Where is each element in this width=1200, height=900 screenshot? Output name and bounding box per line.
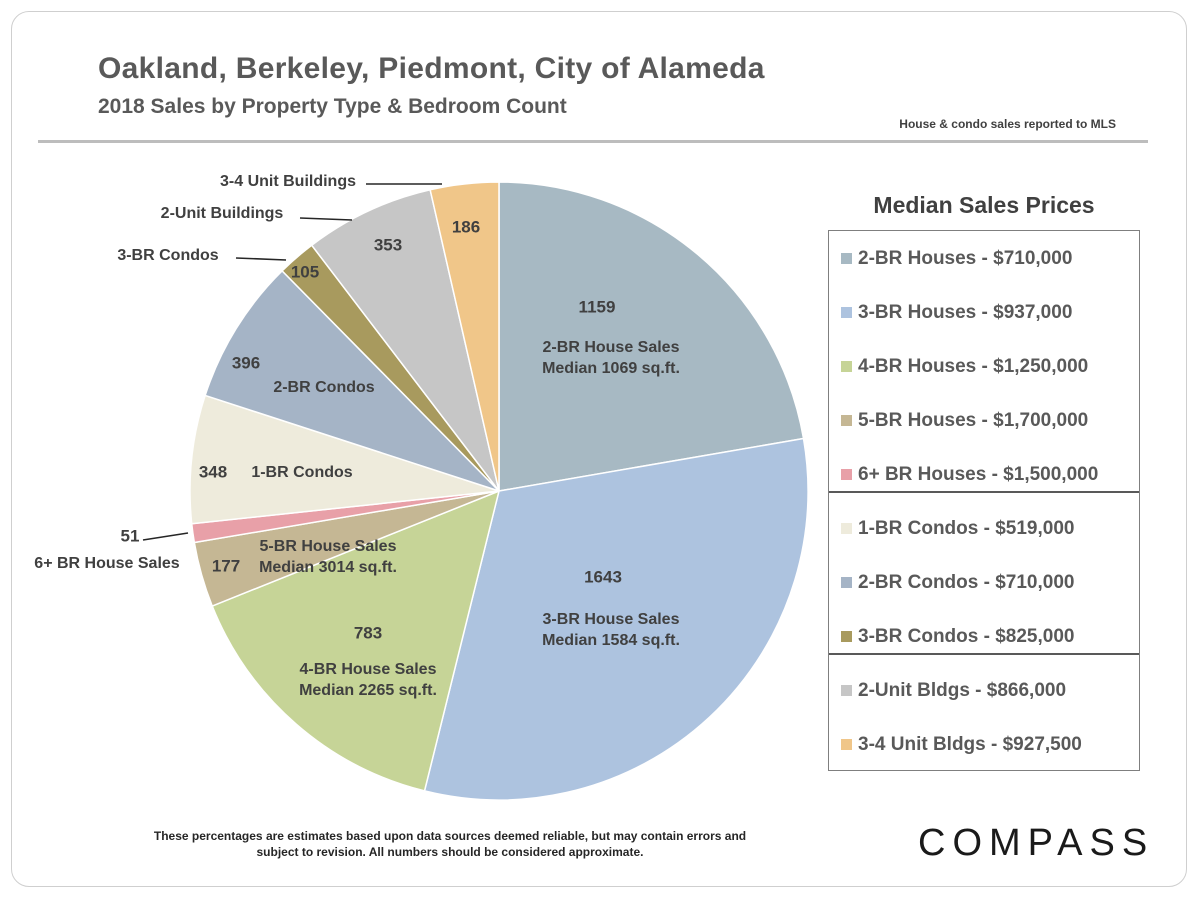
slice-name-label-7-1: 2-BR Condos: [273, 379, 374, 396]
slice-value-label-2: 1643: [584, 567, 622, 586]
slice-name-label-5-1: 6+ BR House Sales: [34, 555, 180, 572]
slice-name-label-3-1: 4-BR House Sales: [300, 661, 437, 678]
pie-labels: 1159 2-BR House Sales Median 1069 sq.ft. 16…: [34, 173, 680, 699]
legend-label: 3-4 Unit Bldgs - $927,500: [858, 734, 1082, 755]
legend-item: 3-BR Houses - $937,000: [829, 300, 1139, 326]
pie-slice-7: [204, 269, 500, 492]
legend-item: 4-BR Houses - $1,250,000: [829, 354, 1139, 380]
legend-label: 6+ BR Houses - $1,500,000: [858, 464, 1099, 485]
disclaimer: These percentages are estimates based up…: [140, 828, 760, 860]
legend-label: 2-Unit Bldgs - $866,000: [858, 680, 1067, 701]
disclaimer-line-2: subject to revision. All numbers should …: [256, 845, 644, 859]
slice-value-label-6: 348: [199, 462, 227, 481]
legend-label: 3-BR Houses - $937,000: [858, 302, 1073, 323]
legend-item: 5-BR Houses - $1,700,000: [829, 408, 1139, 434]
legend: 2-BR Houses - $710,000 3-BR Houses - $937…: [828, 230, 1140, 771]
slice-name-label-3-2: Median 2265 sq.ft.: [299, 682, 437, 699]
source-note: House & condo sales reported to MLS: [899, 117, 1116, 131]
leader-line-8: [235, 257, 287, 261]
legend-item: 3-4 Unit Bldgs - $927,500: [829, 732, 1139, 758]
leader-line-5: [142, 532, 189, 541]
legend-label: 5-BR Houses - $1,700,000: [858, 410, 1089, 431]
legend-label: 4-BR Houses - $1,250,000: [858, 356, 1089, 377]
leader-line-9: [299, 217, 353, 221]
legend-item: 2-BR Condos - $710,000: [829, 570, 1139, 596]
legend-swatch: [841, 523, 852, 534]
pie-slice-1: [498, 181, 805, 492]
legend-label: 3-BR Condos - $825,000: [858, 626, 1075, 647]
legend-title: Median Sales Prices: [873, 192, 1095, 218]
pie-slice-2: [423, 437, 809, 801]
legend-swatch: [841, 361, 852, 372]
legend-label: 2-BR Condos - $710,000: [858, 572, 1075, 593]
pie-slice-10: [429, 181, 500, 492]
legend-swatch: [841, 307, 852, 318]
compass-logo: COMPASS: [918, 822, 1155, 864]
legend-swatch: [841, 577, 852, 588]
slice-name-label-1-2: Median 1069 sq.ft.: [542, 360, 680, 377]
header-divider: [38, 140, 1148, 143]
legend-swatch: [841, 631, 852, 642]
legend-divider: [829, 653, 1139, 655]
legend-item: 2-Unit Bldgs - $866,000: [829, 678, 1139, 704]
legend-swatch: [841, 253, 852, 264]
pie-slice-9: [310, 188, 500, 492]
slice-value-label-8: 105: [291, 262, 319, 281]
legend-swatch: [841, 685, 852, 696]
legend-swatch: [841, 415, 852, 426]
legend-swatch: [841, 739, 852, 750]
slice-name-label-2-2: Median 1584 sq.ft.: [542, 632, 680, 649]
slice-value-label-9: 353: [374, 235, 402, 254]
legend-item: 3-BR Condos - $825,000: [829, 624, 1139, 650]
slice-name-label-1-1: 2-BR House Sales: [543, 339, 680, 356]
chart-subtitle: 2018 Sales by Property Type & Bedroom Co…: [98, 95, 567, 118]
legend-item: 2-BR Houses - $710,000: [829, 246, 1139, 272]
slice-name-label-6-1: 1-BR Condos: [251, 464, 352, 481]
legend-label: 2-BR Houses - $710,000: [858, 248, 1073, 269]
slice-value-label-3: 783: [354, 623, 382, 642]
legend-label: 1-BR Condos - $519,000: [858, 518, 1075, 539]
slice-name-label-4-1: 5-BR House Sales: [260, 538, 397, 555]
legend-swatch: [841, 469, 852, 480]
slice-value-label-5: 51: [121, 526, 140, 545]
slice-name-label-10-1: 3-4 Unit Buildings: [220, 173, 356, 190]
slice-value-label-10: 186: [452, 217, 480, 236]
slice-name-label-2-1: 3-BR House Sales: [543, 611, 680, 628]
chart-title: Oakland, Berkeley, Piedmont, City of Ala…: [98, 52, 765, 85]
disclaimer-line-1: These percentages are estimates based up…: [153, 829, 747, 843]
pie-slices: [189, 181, 809, 801]
slice-value-label-1: 1159: [579, 297, 616, 316]
slice-name-label-4-2: Median 3014 sq.ft.: [259, 559, 397, 576]
slice-value-label-7: 396: [232, 353, 260, 372]
legend-item: 6+ BR Houses - $1,500,000: [829, 462, 1139, 488]
pie-slice-3: [211, 489, 501, 792]
legend-item: 1-BR Condos - $519,000: [829, 516, 1139, 542]
slice-name-label-8-1: 3-BR Condos: [117, 247, 218, 264]
pie-slice-6: [189, 394, 500, 525]
legend-divider: [829, 491, 1139, 493]
slice-name-label-9-1: 2-Unit Buildings: [161, 205, 284, 222]
slice-value-label-4: 177: [212, 556, 240, 575]
